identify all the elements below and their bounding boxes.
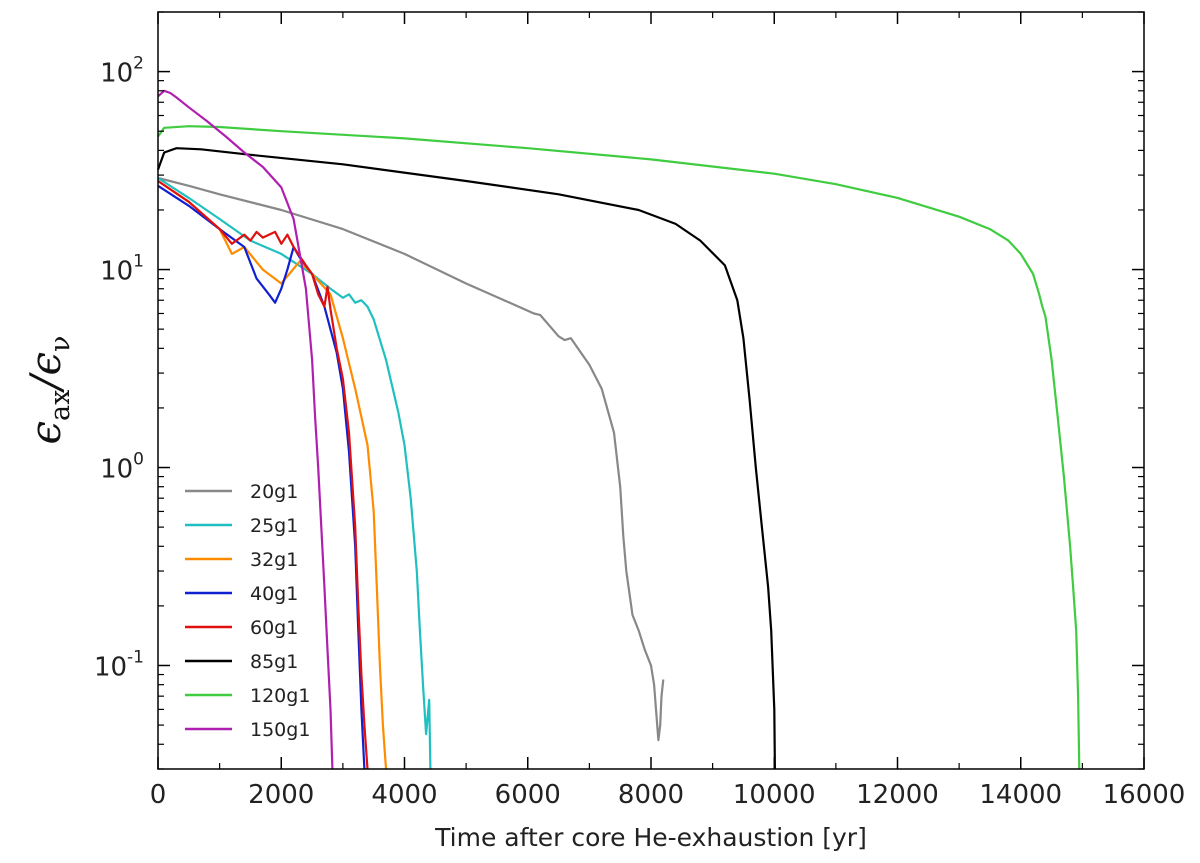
ticks-layer [157, 11, 1145, 770]
series-line-120g1 [157, 125, 1081, 770]
y-axis-title: ϵax/ϵν [21, 336, 76, 445]
series-layer [156, 89, 1081, 770]
series-line-32g1 [157, 180, 388, 770]
x-tick-label: 2000 [248, 780, 314, 810]
x-tick-label: 10000 [733, 780, 816, 810]
x-tick-label: 14000 [979, 780, 1062, 810]
y-tick-labels: 10-1 100 101 102 [94, 54, 144, 683]
y-tick-label: 101 [100, 252, 144, 287]
y-tick-label: 100 [100, 450, 144, 485]
svg-text:ϵax/ϵν: ϵax/ϵν [21, 336, 76, 445]
legend-label-60g1: 60g1 [250, 617, 298, 639]
series-line-60g1 [157, 180, 369, 770]
x-tick-label: 8000 [618, 780, 684, 810]
series-line-25g1 [157, 177, 432, 770]
x-tick-label: 16000 [1103, 780, 1186, 810]
series-line-150g1 [157, 89, 334, 770]
series-line-85g1 [156, 147, 776, 770]
y-axis-title-slash: / [21, 372, 70, 394]
y-axis-title-den-main: ϵ [21, 352, 70, 376]
x-tick-label: 12000 [856, 780, 939, 810]
x-tick-label: 0 [150, 780, 167, 810]
legend-label-32g1: 32g1 [250, 549, 298, 571]
y-tick-label: 102 [100, 54, 144, 89]
series-line-20g1 [157, 176, 665, 742]
legend-label-85g1: 85g1 [250, 651, 298, 673]
legend-label-20g1: 20g1 [250, 481, 298, 503]
legend-label-40g1: 40g1 [250, 583, 298, 605]
y-axis-title-main: ϵ [21, 421, 70, 445]
x-tick-labels: 0 2000 4000 6000 8000 10000 12000 14000 16000 [150, 780, 1186, 810]
plot-frame [157, 11, 1145, 770]
legend-label-25g1: 25g1 [250, 515, 298, 537]
legend: 20g1 25g1 32g1 40g1 60g1 85g1 120g1 150g1 [185, 481, 310, 741]
x-tick-label: 4000 [371, 780, 437, 810]
series-line-40g1 [157, 184, 366, 770]
legend-label-150g1: 150g1 [250, 719, 310, 741]
legend-label-120g1: 120g1 [250, 685, 310, 707]
y-axis-title-den-sub: ν [45, 336, 76, 352]
x-axis-title: Time after core He-exhaustion [yr] [434, 823, 867, 852]
y-axis-title-num-sub: ax [45, 390, 76, 421]
x-tick-label: 6000 [495, 780, 561, 810]
y-tick-label: 10-1 [94, 647, 144, 682]
